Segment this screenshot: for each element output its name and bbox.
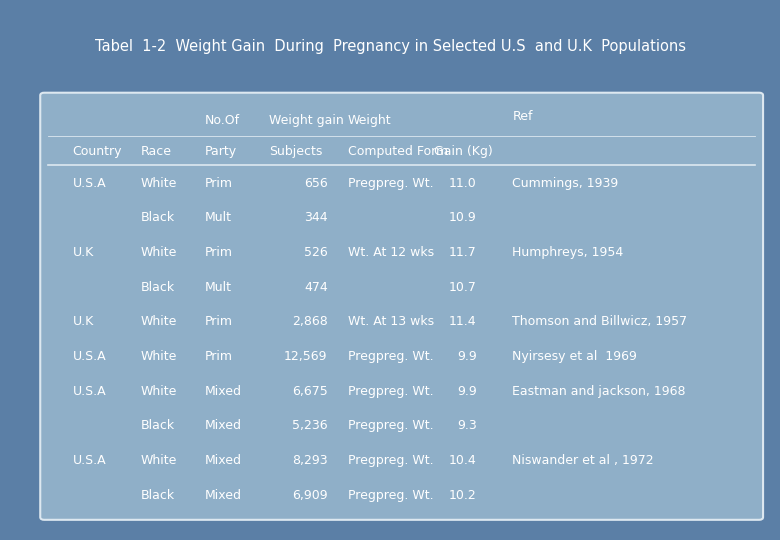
Text: Wt. At 12 wks: Wt. At 12 wks <box>348 246 434 259</box>
Text: Niswander et al , 1972: Niswander et al , 1972 <box>512 454 654 467</box>
Text: Prim: Prim <box>205 350 233 363</box>
Text: 8,293: 8,293 <box>292 454 328 467</box>
Text: Pregpreg. Wt.: Pregpreg. Wt. <box>348 177 434 190</box>
Text: Prim: Prim <box>205 315 233 328</box>
Text: Prim: Prim <box>205 177 233 190</box>
Text: Black: Black <box>140 281 175 294</box>
Text: 12,569: 12,569 <box>284 350 328 363</box>
Text: Ref: Ref <box>512 110 533 123</box>
Text: Country: Country <box>73 145 122 158</box>
Text: Party: Party <box>205 145 237 158</box>
Text: 526: 526 <box>304 246 328 259</box>
Text: White: White <box>140 177 177 190</box>
Text: Black: Black <box>140 420 175 433</box>
Text: U.S.A: U.S.A <box>73 177 106 190</box>
Text: Mult: Mult <box>205 212 232 225</box>
Text: 474: 474 <box>304 281 328 294</box>
Text: 9.9: 9.9 <box>457 384 477 397</box>
Text: Subjects: Subjects <box>269 145 323 158</box>
Text: 6,675: 6,675 <box>292 384 328 397</box>
Text: Mixed: Mixed <box>205 420 242 433</box>
Text: 11.4: 11.4 <box>449 315 477 328</box>
Text: Pregpreg. Wt.: Pregpreg. Wt. <box>348 350 434 363</box>
Text: Weight: Weight <box>348 114 392 127</box>
Text: 2,868: 2,868 <box>292 315 328 328</box>
Text: Pregpreg. Wt.: Pregpreg. Wt. <box>348 384 434 397</box>
Text: Mult: Mult <box>205 281 232 294</box>
Text: 5,236: 5,236 <box>292 420 328 433</box>
Text: Gain (Kg): Gain (Kg) <box>434 145 493 158</box>
Text: Pregpreg. Wt.: Pregpreg. Wt. <box>348 454 434 467</box>
Text: Mixed: Mixed <box>205 454 242 467</box>
Text: 11.0: 11.0 <box>448 177 477 190</box>
Text: 10.2: 10.2 <box>448 489 477 502</box>
Text: Tabel  1-2  Weight Gain  During  Pregnancy in Selected U.S  and U.K  Populations: Tabel 1-2 Weight Gain During Pregnancy i… <box>94 39 686 54</box>
Text: White: White <box>140 246 177 259</box>
Text: Weight gain: Weight gain <box>269 114 344 127</box>
Text: 11.7: 11.7 <box>448 246 477 259</box>
Text: U.K: U.K <box>73 246 94 259</box>
Text: 10.7: 10.7 <box>448 281 477 294</box>
Text: Pregpreg. Wt.: Pregpreg. Wt. <box>348 489 434 502</box>
Text: White: White <box>140 315 177 328</box>
Text: U.S.A: U.S.A <box>73 384 106 397</box>
Text: White: White <box>140 384 177 397</box>
Text: U.K: U.K <box>73 315 94 328</box>
Text: Eastman and jackson, 1968: Eastman and jackson, 1968 <box>512 384 686 397</box>
Text: 6,909: 6,909 <box>292 489 328 502</box>
Text: Mixed: Mixed <box>205 384 242 397</box>
Text: 9.9: 9.9 <box>457 350 477 363</box>
Text: 10.4: 10.4 <box>448 454 477 467</box>
Text: Black: Black <box>140 212 175 225</box>
Text: Black: Black <box>140 489 175 502</box>
Text: Thomson and Billwicz, 1957: Thomson and Billwicz, 1957 <box>512 315 688 328</box>
Text: U.S.A: U.S.A <box>73 454 106 467</box>
Text: Mixed: Mixed <box>205 489 242 502</box>
Text: No.Of: No.Of <box>205 114 240 127</box>
Text: Cummings, 1939: Cummings, 1939 <box>512 177 619 190</box>
Text: White: White <box>140 350 177 363</box>
Text: 9.3: 9.3 <box>457 420 477 433</box>
Text: Prim: Prim <box>205 246 233 259</box>
Text: 344: 344 <box>304 212 328 225</box>
Text: U.S.A: U.S.A <box>73 350 106 363</box>
Text: Computed Form: Computed Form <box>348 145 448 158</box>
Text: Race: Race <box>140 145 172 158</box>
Text: Nyirsesy et al  1969: Nyirsesy et al 1969 <box>512 350 637 363</box>
Text: Wt. At 13 wks: Wt. At 13 wks <box>348 315 434 328</box>
Text: 10.9: 10.9 <box>448 212 477 225</box>
Text: White: White <box>140 454 177 467</box>
FancyBboxPatch shape <box>41 93 763 520</box>
Text: Pregpreg. Wt.: Pregpreg. Wt. <box>348 420 434 433</box>
Text: 656: 656 <box>304 177 328 190</box>
Text: Humphreys, 1954: Humphreys, 1954 <box>512 246 624 259</box>
